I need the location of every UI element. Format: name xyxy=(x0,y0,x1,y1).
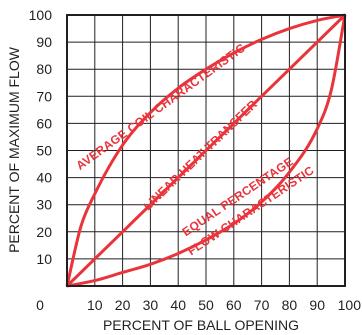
y-tick-labels: 100 90 80 70 60 50 40 30 20 10 xyxy=(29,7,53,267)
y-tick-label: 30 xyxy=(36,197,52,213)
y-tick-label: 60 xyxy=(36,115,52,131)
x-tick-label: 90 xyxy=(309,297,325,313)
x-tick-label: 30 xyxy=(143,297,159,313)
y-tick-label: 70 xyxy=(36,88,52,104)
y-tick-label: 20 xyxy=(36,224,52,240)
x-tick-label: 100 xyxy=(338,297,362,313)
x-tick-label: 0 xyxy=(36,297,44,313)
x-tick-label: 80 xyxy=(282,297,298,313)
y-axis-label: PERCENT OF MAXIMUM FLOW xyxy=(6,46,22,253)
average-coil-label: AVERAGE COIL CHARACTERISTIC xyxy=(73,41,248,173)
x-tick-label: 20 xyxy=(115,297,131,313)
x-tick-labels: 0 10 20 30 40 50 60 70 80 90 100 xyxy=(36,297,361,313)
y-tick-label: 50 xyxy=(36,143,52,159)
x-tick-label: 60 xyxy=(226,297,242,313)
plot-frame xyxy=(66,14,346,287)
x-tick-label: 40 xyxy=(170,297,186,313)
y-tick-label: 90 xyxy=(36,34,52,50)
x-tick-label: 70 xyxy=(254,297,270,313)
x-tick-label: 50 xyxy=(198,297,214,313)
average-coil-curve xyxy=(65,13,346,287)
equal-percentage-curve xyxy=(66,14,347,288)
x-axis-label: PERCENT OF BALL OPENING xyxy=(103,317,299,333)
x-tick-label: 10 xyxy=(87,297,103,313)
y-tick-label: 10 xyxy=(36,251,52,267)
y-tick-label: 40 xyxy=(36,170,52,186)
y-tick-label: 80 xyxy=(36,61,52,77)
curves xyxy=(65,13,347,288)
y-tick-label: 100 xyxy=(29,7,53,23)
grid xyxy=(67,15,345,286)
linear-heat-transfer-line xyxy=(65,13,347,288)
